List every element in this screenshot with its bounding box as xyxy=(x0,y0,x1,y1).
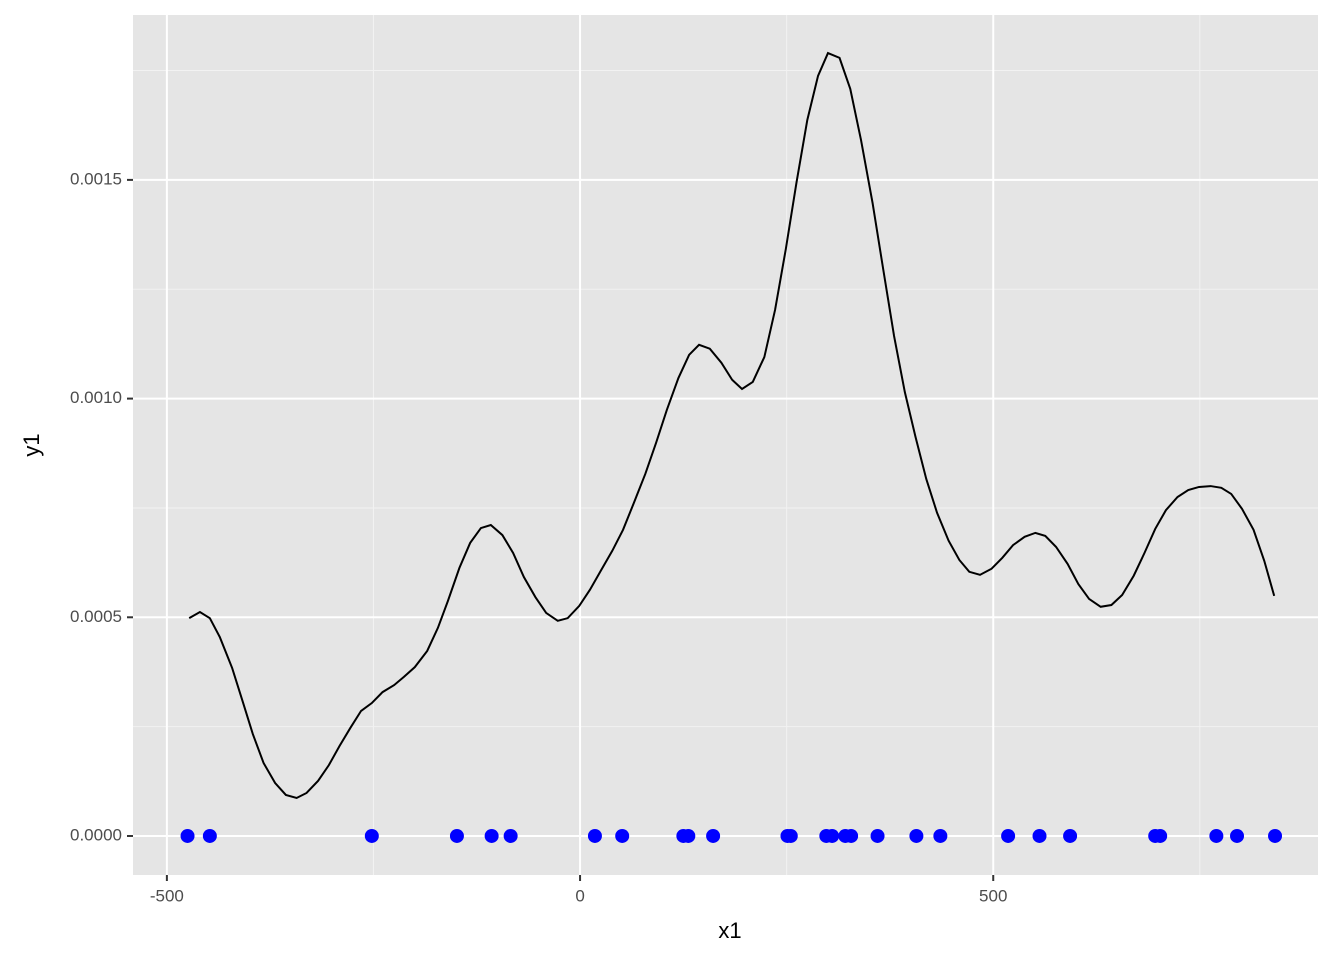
point xyxy=(1063,828,1078,843)
point xyxy=(364,828,379,843)
point xyxy=(1209,828,1224,843)
point xyxy=(870,828,885,843)
point xyxy=(844,828,859,843)
y-tick-label: 0.0005 xyxy=(70,607,122,626)
point xyxy=(503,828,518,843)
x-tick-label: -500 xyxy=(150,886,184,905)
point xyxy=(1001,828,1016,843)
point xyxy=(484,828,499,843)
point xyxy=(1268,828,1283,843)
x-tick-label: 0 xyxy=(575,886,584,905)
point xyxy=(933,828,948,843)
point xyxy=(825,828,840,843)
point xyxy=(706,828,721,843)
x-tick-label: 500 xyxy=(979,886,1007,905)
point xyxy=(1032,828,1047,843)
point xyxy=(1153,828,1168,843)
point xyxy=(180,828,195,843)
point xyxy=(909,828,924,843)
y-axis-label: y1 xyxy=(19,433,44,456)
point xyxy=(587,828,602,843)
point xyxy=(202,828,217,843)
x-axis-label: x1 xyxy=(718,918,741,943)
point xyxy=(615,828,630,843)
y-tick-label: 0.0015 xyxy=(70,169,122,188)
point xyxy=(681,828,696,843)
y-tick-label: 0.0010 xyxy=(70,388,122,407)
point xyxy=(1230,828,1245,843)
density-line xyxy=(188,51,1276,800)
point xyxy=(783,828,798,843)
y-tick-label: 0.0000 xyxy=(70,825,122,844)
panel xyxy=(133,15,1318,875)
point xyxy=(449,828,464,843)
